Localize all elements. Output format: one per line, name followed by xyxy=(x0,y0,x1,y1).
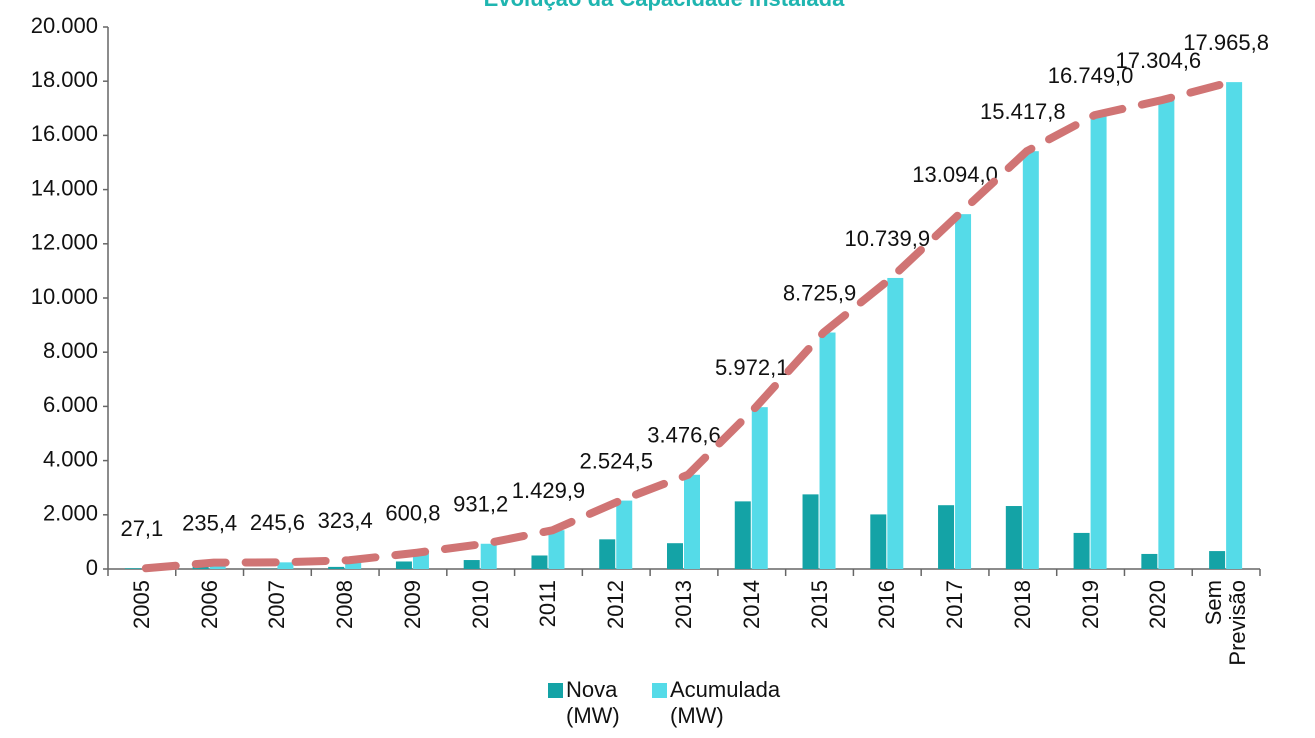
bar xyxy=(1226,82,1243,569)
y-tick-label: 18.000 xyxy=(31,67,98,92)
bar xyxy=(463,560,480,569)
y-tick-label: 14.000 xyxy=(31,175,98,200)
bar xyxy=(599,539,616,569)
y-tick-label: 16.000 xyxy=(31,121,98,146)
bar xyxy=(328,566,345,569)
data-label: 13.094,0 xyxy=(912,162,998,187)
data-label: 600,8 xyxy=(385,501,440,526)
x-tick-label: 2013 xyxy=(671,580,696,629)
bar xyxy=(480,543,497,569)
bar xyxy=(1073,532,1090,569)
data-label: 5.972,1 xyxy=(715,355,788,380)
bar xyxy=(1141,553,1158,569)
y-tick-label: 2.000 xyxy=(43,501,98,526)
x-tick-label: 2009 xyxy=(399,580,425,629)
data-label: 10.739,9 xyxy=(844,226,930,251)
x-tick-label: 2020 xyxy=(1145,580,1171,629)
data-label: 27,1 xyxy=(120,516,163,541)
y-tick-label: 8.000 xyxy=(43,338,98,363)
data-label: 235,4 xyxy=(182,510,237,535)
x-tick-label: 2019 xyxy=(1077,580,1103,629)
x-tick-label: 2014 xyxy=(738,580,764,629)
bar xyxy=(819,332,836,569)
bar xyxy=(751,407,768,569)
bar xyxy=(870,514,887,569)
bar xyxy=(938,505,955,569)
legend-swatch xyxy=(652,683,667,698)
x-tick-label: 2011 xyxy=(535,580,561,628)
y-tick-label: 0 xyxy=(86,555,98,580)
bar xyxy=(1005,506,1022,569)
data-label: 17.965,8 xyxy=(1183,30,1269,55)
bar xyxy=(1209,551,1226,569)
bar xyxy=(887,277,904,569)
bar xyxy=(802,494,819,569)
bar xyxy=(667,543,683,569)
bar xyxy=(395,561,412,569)
bar xyxy=(412,552,429,569)
legend-swatch xyxy=(548,683,563,698)
bar xyxy=(616,500,633,569)
x-tick-label: Sem Previsão xyxy=(1201,580,1251,666)
chart-title: Evolução da Capacidade Instalada xyxy=(484,0,845,11)
bar xyxy=(124,568,141,569)
bar xyxy=(531,555,548,569)
data-label: 931,2 xyxy=(453,492,508,517)
data-label: 17.304,6 xyxy=(1116,48,1202,73)
x-tick-label: 2018 xyxy=(1009,580,1035,629)
bar xyxy=(1022,151,1039,570)
bar xyxy=(684,474,700,569)
data-label: 245,6 xyxy=(250,510,305,535)
x-tick-label: 2007 xyxy=(264,580,290,629)
data-label: 323,4 xyxy=(318,508,373,533)
y-tick-label: 20.000 xyxy=(31,13,98,38)
data-label: 8.725,9 xyxy=(783,280,856,305)
bar xyxy=(734,501,751,569)
legend-label: Nova (MW) xyxy=(566,677,620,728)
bar xyxy=(277,562,294,569)
data-label: 1.429,9 xyxy=(512,478,585,503)
x-tick-label: 2006 xyxy=(196,580,222,629)
x-tick-label: 2010 xyxy=(467,580,493,629)
x-tick-label: 2008 xyxy=(332,580,358,629)
bar xyxy=(548,530,565,569)
x-tick-label: 2012 xyxy=(603,580,629,629)
bar xyxy=(1090,115,1107,569)
legend-label: Acumulada (MW) xyxy=(670,677,781,728)
y-tick-label: 6.000 xyxy=(43,392,98,417)
trend-line xyxy=(141,78,1235,573)
x-tick-label: 2015 xyxy=(806,580,832,629)
data-label: 2.524,5 xyxy=(580,448,653,473)
bar xyxy=(955,214,972,570)
data-label: 16.749,0 xyxy=(1048,63,1134,88)
y-tick-label: 12.000 xyxy=(31,230,98,255)
bar xyxy=(345,560,362,569)
data-label: 3.476,6 xyxy=(647,423,720,448)
data-label: 15.417,8 xyxy=(980,99,1066,124)
x-tick-label: 2016 xyxy=(874,580,900,629)
y-tick-label: 10.000 xyxy=(31,284,98,309)
x-tick-label: 2017 xyxy=(942,580,968,629)
x-tick-label: 2005 xyxy=(128,580,154,629)
bar xyxy=(1158,100,1175,569)
y-tick-label: 4.000 xyxy=(43,446,98,471)
